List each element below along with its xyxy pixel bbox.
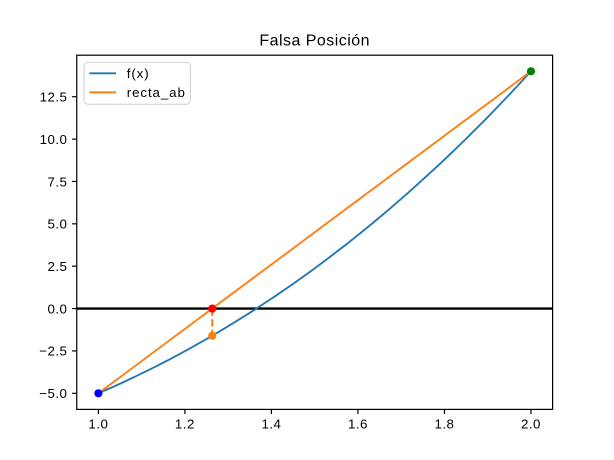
svg-text:0.0: 0.0 [47, 301, 67, 316]
svg-text:recta_ab: recta_ab [127, 85, 186, 100]
svg-text:1.6: 1.6 [348, 416, 368, 431]
svg-text:5.0: 5.0 [47, 217, 67, 232]
svg-text:12.5: 12.5 [40, 89, 68, 104]
svg-text:2.5: 2.5 [47, 259, 67, 274]
svg-text:1.4: 1.4 [261, 416, 281, 431]
svg-text:1.2: 1.2 [175, 416, 195, 431]
svg-text:7.5: 7.5 [47, 174, 67, 189]
svg-text:1.8: 1.8 [434, 416, 454, 431]
svg-text:−2.5: −2.5 [39, 344, 67, 359]
svg-text:−5.0: −5.0 [39, 386, 67, 401]
svg-text:f(x): f(x) [127, 66, 150, 81]
svg-text:2.0: 2.0 [521, 416, 541, 431]
svg-text:10.0: 10.0 [40, 132, 68, 147]
svg-text:Falsa Posición: Falsa Posición [259, 33, 370, 50]
svg-text:1.0: 1.0 [88, 416, 108, 431]
